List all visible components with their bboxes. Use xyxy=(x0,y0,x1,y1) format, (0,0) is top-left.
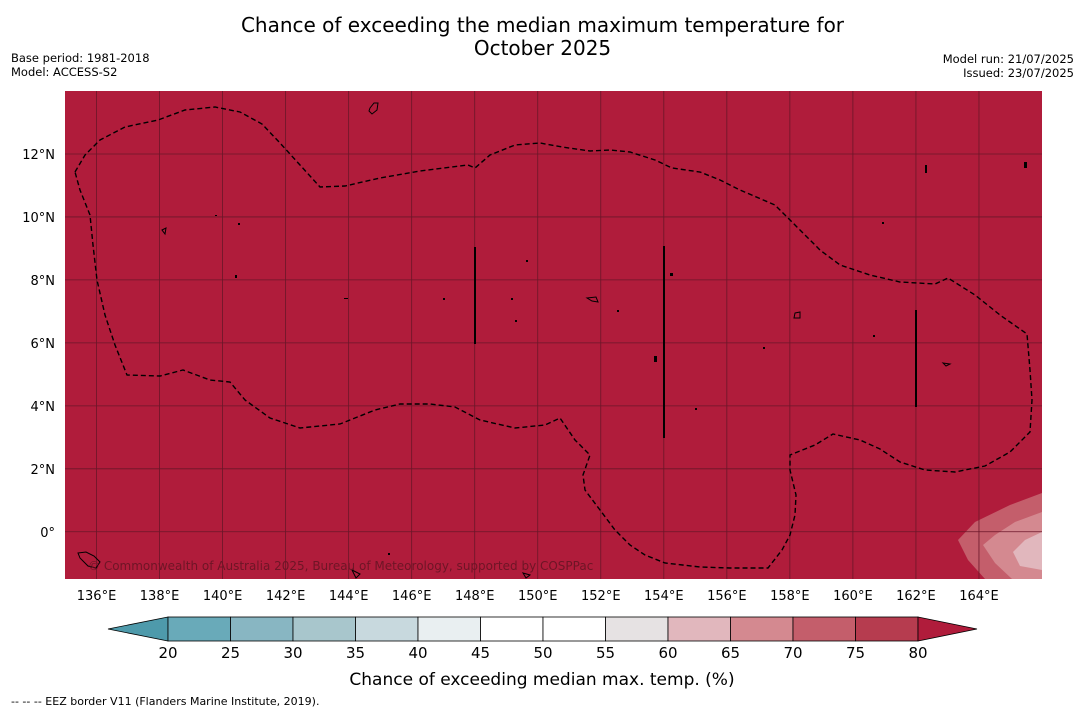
colorbar-segment xyxy=(605,616,669,642)
lon-tick-label: 138°E xyxy=(140,589,180,604)
map-area: © Commonwealth of Australia 2025, Bureau… xyxy=(65,91,1042,579)
title-line-2: October 2025 xyxy=(473,36,612,60)
colorbar-tick-label: 65 xyxy=(721,644,740,662)
colorbar-segment xyxy=(417,616,481,642)
title-line-1: Chance of exceeding the median maximum t… xyxy=(240,13,845,37)
lat-tick-label: 6°N xyxy=(31,337,56,352)
lon-tick-label: 162°E xyxy=(896,589,936,604)
colorbar-segment xyxy=(355,616,419,642)
colorbar: 20 25 30 35 40 45 50 55 60 65 70 75 80 xyxy=(107,616,978,662)
colorbar-segment xyxy=(230,616,294,642)
lon-tick-label: 144°E xyxy=(329,589,369,604)
lat-tick-label: 2°N xyxy=(31,463,56,478)
probability-contour-60 xyxy=(1013,532,1042,570)
copyright-notice: © Commonwealth of Australia 2025, Bureau… xyxy=(88,559,593,573)
colorbar-segment xyxy=(167,616,231,642)
map-title: Chance of exceeding the median maximum t… xyxy=(0,14,1085,60)
colorbar-segment xyxy=(667,616,731,642)
eez-footnote: -- -- -- EEZ border V11 (Flanders Marine… xyxy=(11,695,320,708)
atoll-markers xyxy=(215,162,1027,555)
lon-tick-label: 150°E xyxy=(518,589,558,604)
eez-border xyxy=(74,106,1033,569)
colorbar-segment xyxy=(792,616,856,642)
colorbar-tick-label: 40 xyxy=(408,644,427,662)
meta-left: Base period: 1981-2018 Model: ACCESS-S2 xyxy=(11,51,150,79)
colorbar-segment xyxy=(855,616,919,642)
issued-date: Issued: 23/07/2025 xyxy=(963,66,1074,80)
lon-tick-label: 140°E xyxy=(203,589,243,604)
colorbar-tick-label: 45 xyxy=(471,644,490,662)
colorbar-segment xyxy=(730,616,794,642)
colorbar-segment xyxy=(292,616,356,642)
colorbar-tick-label: 50 xyxy=(533,644,552,662)
colorbar-tick-label: 70 xyxy=(783,644,802,662)
colorbar-tick-label: 60 xyxy=(658,644,677,662)
lon-tick-label: 142°E xyxy=(266,589,306,604)
lon-tick-label: 152°E xyxy=(581,589,621,604)
lon-tick-label: 148°E xyxy=(455,589,495,604)
lon-tick-label: 164°E xyxy=(959,589,999,604)
colorbar-tick-label: 75 xyxy=(846,644,865,662)
colorbar-tick-label: 35 xyxy=(346,644,365,662)
lat-tick-label: 4°N xyxy=(31,400,56,415)
model-run: Model run: 21/07/2025 xyxy=(942,52,1074,66)
lat-tick-label: 12°N xyxy=(22,148,55,163)
latitude-labels: 12°N 10°N 8°N 6°N 4°N 2°N 0° xyxy=(22,148,55,541)
colorbar-title: Chance of exceeding median max. temp. (%… xyxy=(349,670,734,690)
lat-tick-label: 8°N xyxy=(31,274,56,289)
probability-field xyxy=(65,91,1042,579)
lon-tick-label: 136°E xyxy=(77,589,117,604)
meta-right: Model run: 21/07/2025 Issued: 23/07/2025 xyxy=(943,52,1074,80)
lon-tick-label: 146°E xyxy=(392,589,432,604)
colorbar-extend-high xyxy=(917,616,978,642)
base-period: Base period: 1981-2018 xyxy=(11,51,150,65)
colorbar-tick-label: 20 xyxy=(158,644,177,662)
graticule xyxy=(65,91,1042,579)
colorbar-extend-low xyxy=(107,616,169,642)
lon-tick-label: 160°E xyxy=(833,589,873,604)
colorbar-tick-label: 55 xyxy=(596,644,615,662)
colorbar-tick-label: 80 xyxy=(908,644,927,662)
colorbar-segment xyxy=(542,616,606,642)
lon-tick-label: 154°E xyxy=(644,589,684,604)
islands xyxy=(77,102,952,579)
lon-tick-label: 156°E xyxy=(707,589,747,604)
lon-tick-label: 158°E xyxy=(770,589,810,604)
colorbar-segment xyxy=(480,616,544,642)
longitude-labels: 136°E 138°E 140°E 142°E 144°E 146°E 148°E 150°E… xyxy=(77,589,999,604)
lat-tick-label: 10°N xyxy=(22,211,55,226)
lat-tick-label: 0° xyxy=(40,526,55,541)
model-name: Model: ACCESS-S2 xyxy=(11,65,118,79)
colorbar-tick-label: 30 xyxy=(283,644,302,662)
colorbar-tick-label: 25 xyxy=(221,644,240,662)
